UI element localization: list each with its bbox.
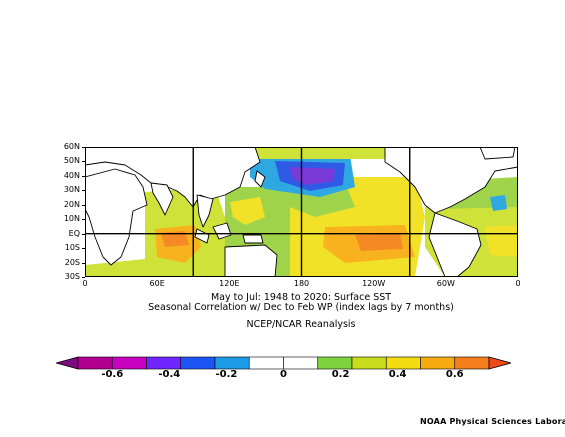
shade-atlantic-orange — [485, 225, 518, 257]
land-new-guinea — [242, 234, 264, 244]
credit-text: NOAA Physical Sciences Laboratory — [420, 417, 565, 426]
land-eurasia — [85, 147, 261, 208]
shade-south-africa-belt — [85, 259, 145, 277]
lat-tick — [82, 190, 85, 192]
colorbar-label: -0.2 — [215, 369, 238, 380]
lon-label-3: 180 — [293, 279, 310, 288]
colorbar-arrow-left — [56, 356, 79, 370]
colorbar-segment — [351, 356, 387, 370]
colorbar — [56, 356, 511, 370]
colorbar-label: 0.4 — [388, 369, 407, 380]
lat-label-20s: 20S — [64, 257, 80, 267]
lat-tick — [82, 248, 85, 250]
shade-indian-ocean-deep — [161, 231, 189, 247]
land-borneo — [212, 222, 232, 240]
colorbar-label: 0 — [280, 369, 287, 380]
colorbar-segment — [283, 356, 319, 370]
lat-tick — [82, 219, 85, 221]
colorbar-segment — [385, 356, 421, 370]
land-africa — [85, 168, 148, 266]
lat-label-30n: 30N — [63, 185, 80, 195]
land-australia — [224, 244, 278, 277]
shade-north-atlantic-blue — [490, 195, 507, 211]
colorbar-svg — [56, 356, 511, 370]
colorbar-segment — [146, 356, 182, 370]
colorbar-segment — [248, 356, 284, 370]
colorbar-segment — [77, 356, 113, 370]
lat-label-eq: EQ — [68, 228, 80, 238]
continents — [85, 147, 518, 277]
lat-tick — [82, 147, 85, 148]
lat-label-10n: 10N — [63, 214, 80, 224]
lat-label-40n: 40N — [63, 170, 80, 180]
lat-tick — [82, 262, 85, 264]
caption-line-3: NCEP/NCAR Reanalysis — [246, 319, 356, 330]
lon-label-1: 60E — [149, 279, 165, 288]
map-canvas — [85, 147, 518, 277]
shade-east-pacific-deep — [355, 233, 403, 251]
map-frame — [85, 147, 518, 277]
land-south-america — [428, 212, 482, 277]
land-north-america — [384, 147, 518, 214]
lat-tick — [82, 161, 85, 163]
lat-label-50n: 50N — [63, 156, 80, 166]
grid — [85, 147, 518, 277]
lat-tick — [82, 277, 85, 278]
land-indochina — [196, 194, 214, 228]
lon-label-6: 0 — [515, 279, 521, 288]
colorbar-arrow-right — [488, 356, 511, 370]
land-india — [150, 182, 174, 216]
colorbar-label: 0.2 — [331, 369, 350, 380]
sst-correlation-map — [85, 147, 518, 277]
colorbar-label: -0.6 — [101, 369, 124, 380]
caption-line-2: Seasonal Correlation w/ Dec to Feb WP (i… — [148, 302, 454, 313]
lon-label-0: 0 — [82, 279, 88, 288]
lat-tick — [82, 204, 85, 206]
colorbar-label: 0.6 — [445, 369, 464, 380]
lat-label-10s: 10S — [64, 243, 80, 253]
colorbar-segment — [214, 356, 250, 370]
lon-label-2: 120E — [219, 279, 240, 288]
lat-tick — [82, 233, 85, 235]
colorbar-segment — [111, 356, 147, 370]
lon-label-4: 120W — [362, 279, 386, 288]
caption-line-1: May to Jul: 1948 to 2020: Surface SST — [210, 292, 392, 303]
lat-tick — [82, 175, 85, 177]
colorbar-label: -0.4 — [158, 369, 181, 380]
land-greenland — [479, 147, 516, 160]
colorbar-segment — [317, 356, 353, 370]
lat-label-20n: 20N — [63, 199, 80, 209]
correlation-shading — [85, 147, 518, 277]
lat-label-60n: 60N — [63, 142, 80, 151]
colorbar-segment — [420, 356, 456, 370]
colorbar-segment — [454, 356, 490, 370]
lon-label-5: 60W — [436, 279, 455, 288]
lat-label-30s: 30S — [64, 272, 80, 281]
colorbar-segment — [180, 356, 216, 370]
land-japan — [254, 170, 266, 188]
shade-warm-pool — [230, 197, 265, 225]
